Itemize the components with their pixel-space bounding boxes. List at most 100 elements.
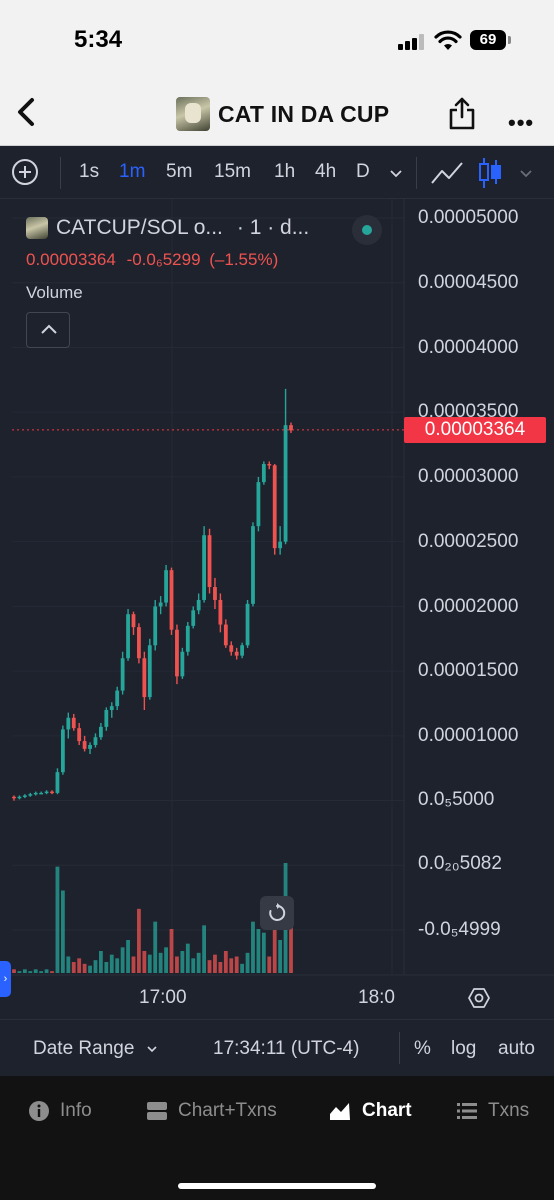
y-axis-label: 0.0₅5000 — [418, 789, 495, 810]
volume-bar — [229, 958, 234, 973]
tab-label: Info — [60, 1100, 92, 1121]
token-header: CAT IN DA CUP — [176, 96, 389, 132]
volume-bar — [93, 960, 98, 973]
volume-bar — [33, 969, 38, 973]
y-axis-label: 0.00003500 — [418, 401, 519, 422]
drawing-tools-toggle[interactable]: › — [0, 961, 11, 997]
volume-bar — [147, 954, 152, 973]
y-axis-label: 0.00002500 — [418, 531, 519, 552]
volume-bar — [142, 951, 147, 973]
range-bar-divider — [399, 1032, 400, 1064]
share-icon[interactable] — [446, 96, 478, 130]
log-scale-toggle[interactable]: log — [451, 1038, 477, 1059]
candle-body — [283, 425, 288, 542]
candle-body — [28, 794, 33, 796]
candle-body — [234, 651, 239, 656]
interval-1h[interactable]: 1h — [274, 161, 296, 182]
line-chart-icon[interactable] — [430, 159, 464, 187]
candle-body — [229, 645, 234, 652]
tab-chart-txns[interactable]: Chart+Txns — [146, 1100, 277, 1122]
volume-bar — [137, 908, 141, 973]
y-axis-label: 0.00001000 — [418, 725, 519, 746]
volume-bar — [104, 962, 109, 973]
candle-body — [218, 599, 223, 625]
candle-body — [267, 464, 272, 466]
collapse-legend-button[interactable] — [26, 312, 70, 348]
volume-bar — [278, 940, 283, 973]
candle-body — [202, 535, 206, 600]
toolbar-divider — [60, 157, 61, 189]
volume-bar — [218, 962, 223, 973]
volume-bar — [77, 958, 82, 973]
auto-scale-toggle[interactable]: auto — [498, 1038, 535, 1059]
chart-settings-icon[interactable] — [468, 987, 490, 1009]
date-range-label: Date Range — [33, 1038, 135, 1059]
volume-bar — [88, 965, 92, 973]
list-icon — [457, 1103, 477, 1119]
chart-area[interactable]: CATCUP/SOL o... · 1 · d... 0.00003364 -0… — [0, 199, 554, 1019]
tab-chart[interactable]: Chart — [328, 1100, 412, 1122]
volume-bar — [44, 969, 49, 973]
chart-type-dropdown-chevron-icon[interactable] — [518, 166, 534, 180]
candle-body — [142, 658, 147, 698]
interval-5m[interactable]: 5m — [166, 161, 193, 182]
interval-1s[interactable]: 1s — [79, 161, 100, 182]
interval-d[interactable]: D — [356, 161, 370, 182]
y-axis-label: -0.0₅4999 — [418, 919, 501, 940]
nav-bar: CAT IN DA CUP ••• — [0, 80, 554, 146]
candle-body — [251, 526, 255, 604]
interval-4h[interactable]: 4h — [315, 161, 337, 182]
candle-body — [213, 587, 217, 600]
interval-15m[interactable]: 15m — [214, 161, 251, 182]
volume-bar — [180, 951, 185, 973]
tab-label: Chart — [362, 1100, 412, 1121]
volume-bar — [109, 954, 114, 973]
reset-chart-button[interactable] — [260, 896, 294, 930]
back-chevron-icon[interactable] — [10, 94, 46, 130]
y-axis-label: 0.00005000 — [418, 207, 519, 228]
candlestick-icon[interactable] — [478, 156, 502, 190]
more-icon[interactable]: ••• — [508, 110, 535, 135]
percent-scale-toggle[interactable]: % — [414, 1038, 431, 1059]
market-status-icon[interactable] — [352, 215, 382, 245]
candle-body — [278, 541, 283, 549]
volume-bar — [115, 958, 120, 973]
candle-body — [33, 792, 38, 795]
tab-label: Chart+Txns — [178, 1100, 277, 1121]
candle-body — [60, 729, 65, 773]
volume-bar — [71, 962, 76, 973]
candle-body — [185, 625, 190, 652]
volume-bar — [99, 951, 103, 973]
battery-indicator: 69 — [470, 30, 511, 50]
interval-1m[interactable]: 1m — [119, 161, 146, 182]
y-axis-label: 0.00004500 — [418, 272, 519, 293]
candle-body — [88, 744, 92, 749]
candle-body — [66, 717, 71, 730]
volume-bar — [126, 940, 130, 973]
candle-body — [169, 570, 174, 630]
volume-bar — [272, 910, 277, 973]
candle-body — [93, 737, 98, 745]
candle-body — [104, 710, 109, 727]
token-avatar — [176, 97, 210, 131]
candle-body — [272, 465, 277, 549]
timezone-clock[interactable]: 17:34:11 (UTC-4) — [213, 1038, 360, 1059]
volume-bar — [289, 907, 293, 973]
candle-body — [175, 629, 179, 677]
legend-interval: · 1 · d... — [236, 216, 310, 239]
y-axis-label: 0.00002000 — [418, 596, 519, 617]
y-axis-label: 0.00001500 — [418, 660, 519, 681]
current-price-tag: 0.00003364 — [404, 417, 546, 443]
volume-bar — [120, 947, 125, 973]
interval-dropdown-chevron-icon[interactable] — [388, 166, 404, 180]
volume-bar — [55, 866, 60, 973]
volume-bar — [60, 890, 65, 973]
page-title: CAT IN DA CUP — [218, 100, 390, 127]
volume-bar — [164, 947, 168, 973]
tab-info[interactable]: Info — [28, 1100, 92, 1122]
candle-body — [82, 741, 87, 749]
date-range-button[interactable]: Date Range — [33, 1038, 158, 1060]
tab-txns[interactable]: Txns — [456, 1100, 529, 1122]
add-indicator-icon[interactable] — [12, 159, 38, 185]
volume-bar — [256, 929, 261, 973]
